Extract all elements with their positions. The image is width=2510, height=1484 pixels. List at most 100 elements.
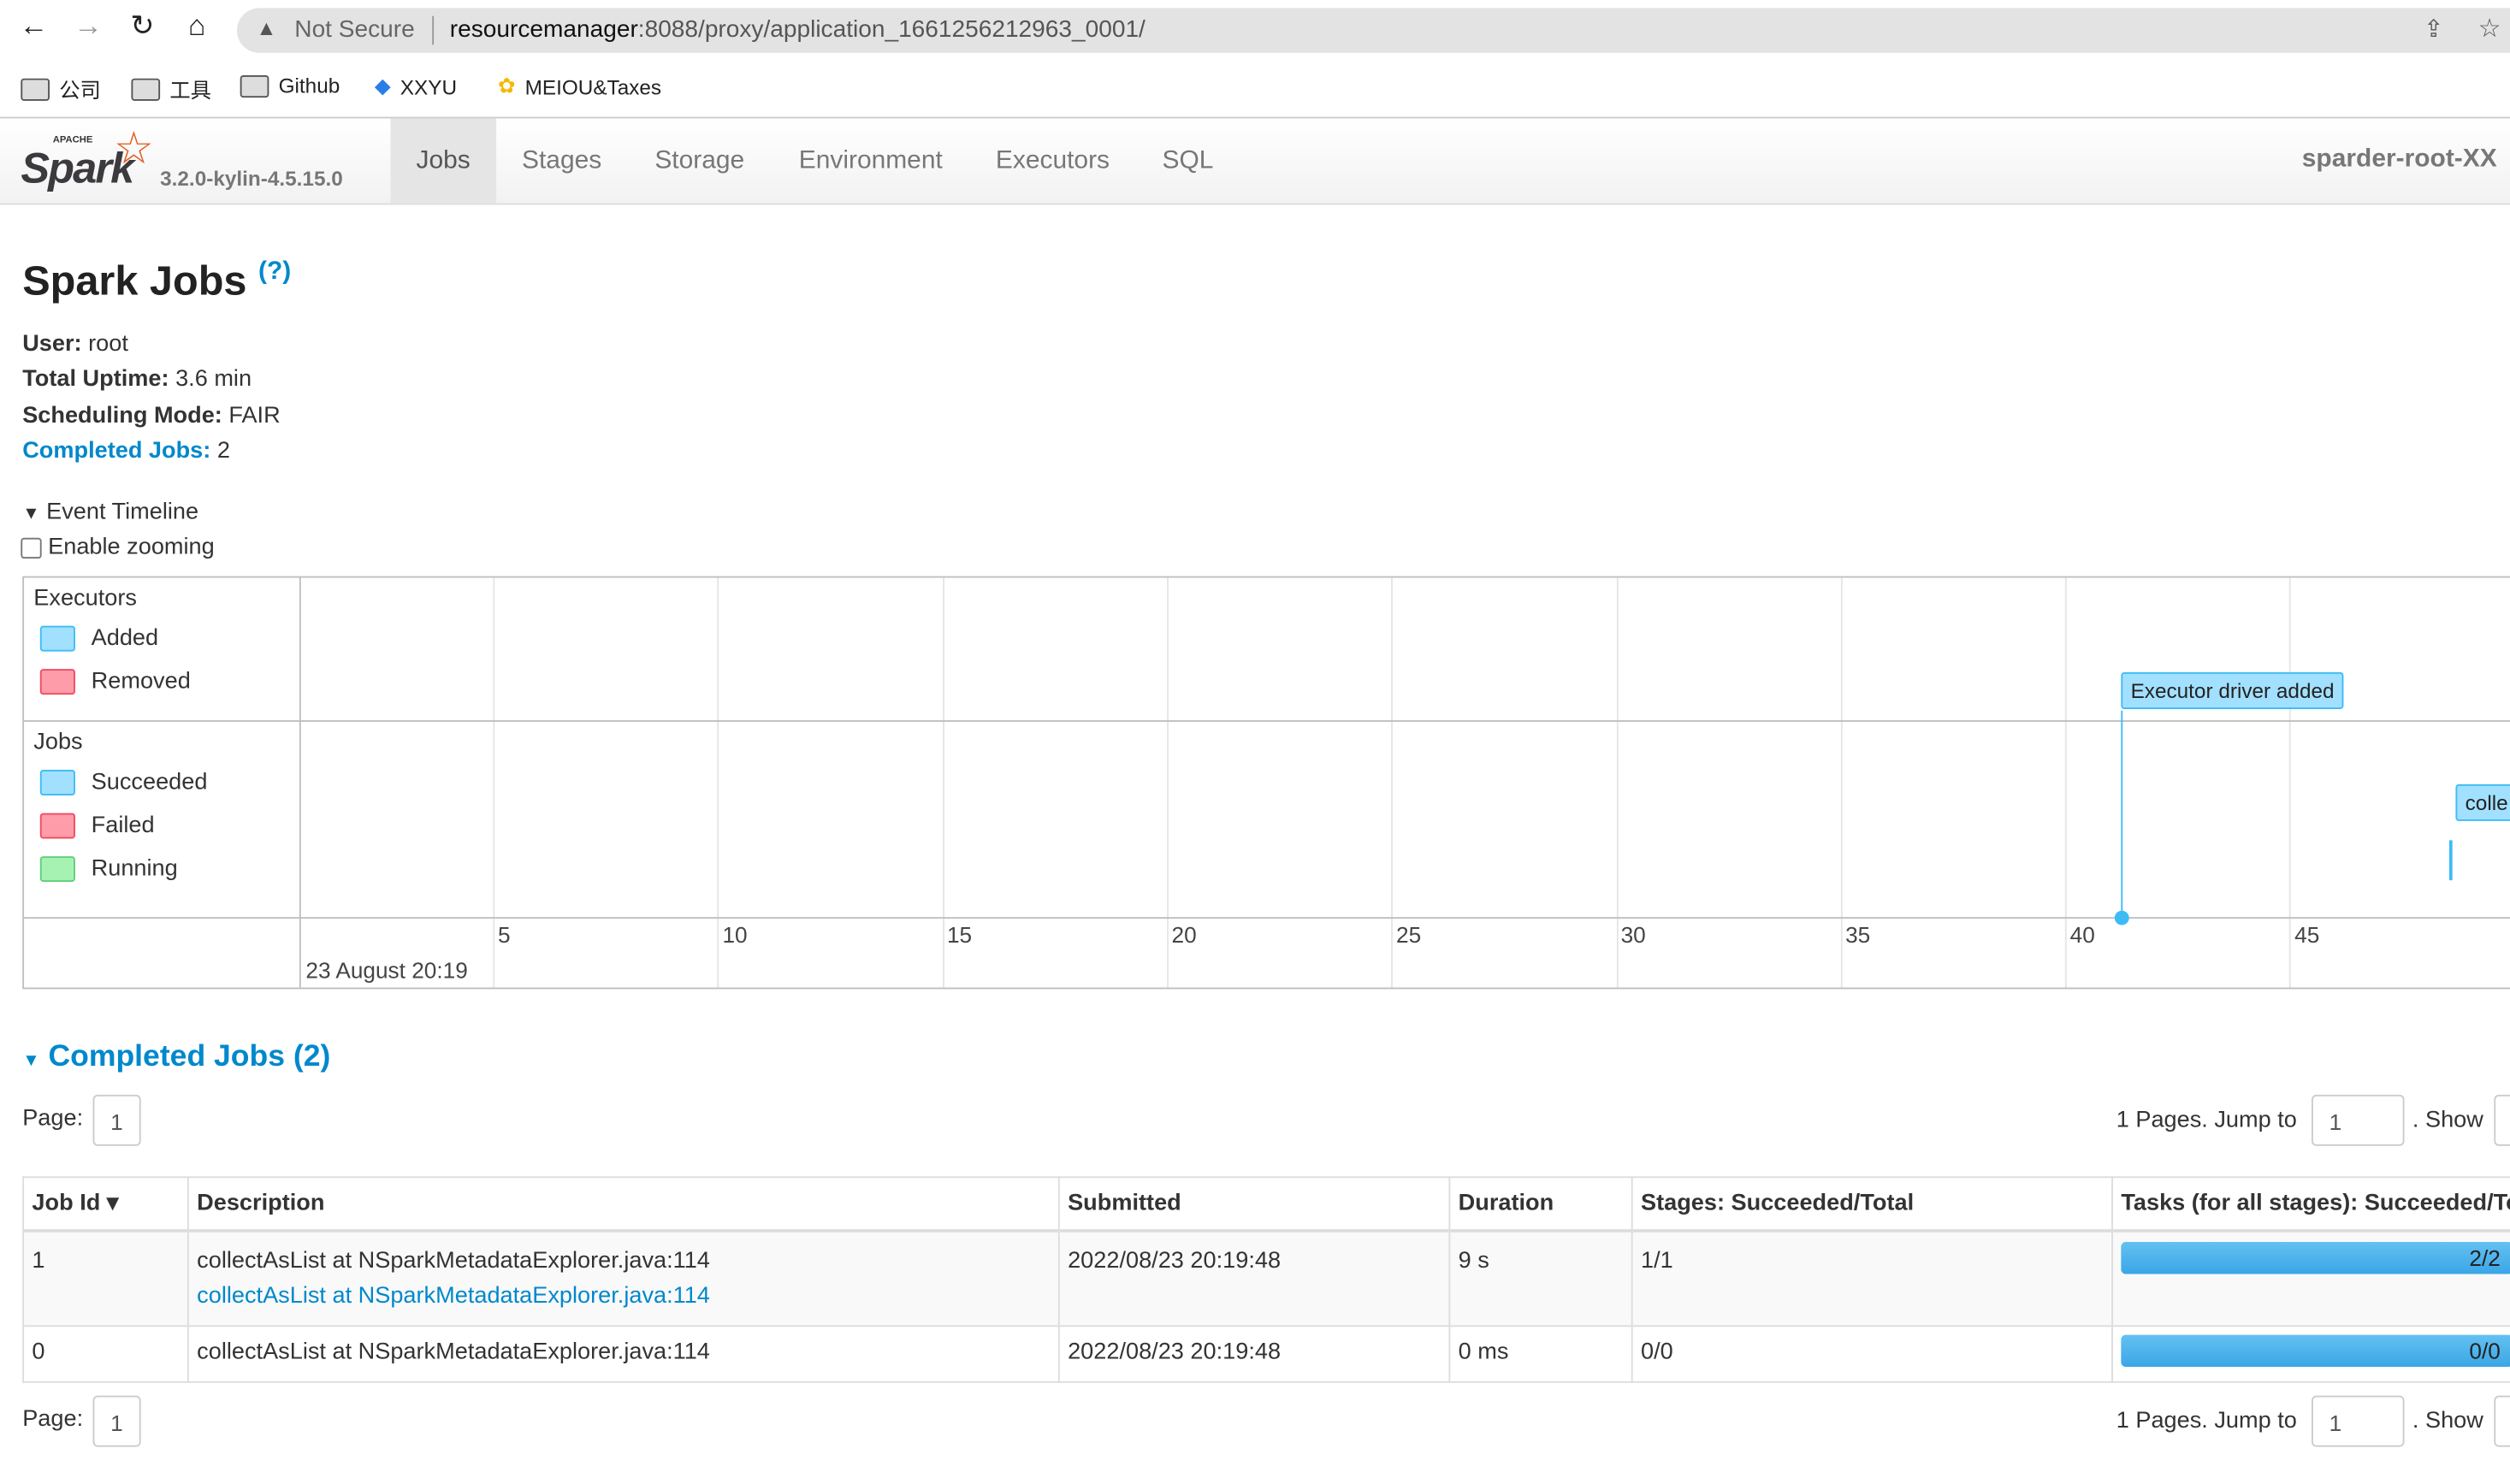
browser-chrome: ← → ↻ ⌂ ▲ Not Secure resourcemanager:808… bbox=[0, 0, 2510, 121]
task-progress-bar: 2/2 bbox=[2121, 1242, 2510, 1274]
reload-icon[interactable]: ↻ bbox=[130, 9, 155, 42]
timeline-tick-label: 45 bbox=[2294, 921, 2320, 948]
bookmark[interactable]: ✿ MEIOU&Taxes bbox=[497, 74, 662, 99]
legend-running: Running bbox=[39, 856, 178, 883]
user-info: User: root bbox=[22, 331, 128, 358]
job-id: 1 bbox=[22, 1230, 189, 1327]
version: 3.2.0-kylin-4.5.15.0 bbox=[160, 166, 343, 191]
url: resourcemanager:8088/proxy/application_1… bbox=[449, 15, 1145, 44]
caret-down-icon: ▼ bbox=[22, 1051, 40, 1071]
help-link[interactable]: (?) bbox=[258, 257, 292, 286]
task-progress-bar: 0/0 bbox=[2121, 1334, 2510, 1368]
uptime-info: Total Uptime: 3.6 min bbox=[22, 366, 252, 393]
legend-succeeded: Succeeded bbox=[39, 770, 207, 795]
executors-group-label: Executors bbox=[33, 585, 137, 612]
timeline-gridline bbox=[1840, 577, 1843, 988]
scheduling-mode: Scheduling Mode: FAIR bbox=[22, 403, 281, 429]
page-number[interactable]: 1 bbox=[92, 1395, 141, 1447]
timeline-tick-label: 15 bbox=[946, 921, 973, 948]
col-job-id[interactable]: Job Id ▾ bbox=[22, 1176, 189, 1233]
executor-event-line bbox=[2121, 710, 2123, 919]
spark-logo[interactable]: APACHE Spark ☆ bbox=[21, 123, 154, 192]
job-event-box[interactable]: colle bbox=[2455, 783, 2510, 821]
bookmark[interactable]: 公司 bbox=[21, 74, 101, 104]
page-number[interactable]: 1 bbox=[92, 1094, 141, 1146]
security-label: Not Secure bbox=[294, 15, 415, 44]
page-title: Spark Jobs (?) bbox=[22, 256, 292, 304]
completed-jobs-info: Completed Jobs: 2 bbox=[22, 438, 230, 464]
tasks: 0/0 bbox=[2111, 1325, 2510, 1383]
zoom-checkbox[interactable] bbox=[21, 536, 42, 559]
back-icon[interactable]: ← bbox=[19, 9, 49, 42]
event-timeline: 5 10 15 20 25 30 35 40 45 Executors Added Remove… bbox=[22, 576, 2510, 990]
tab-stages[interactable]: Stages bbox=[522, 147, 602, 174]
home-icon[interactable]: ⌂ bbox=[187, 9, 206, 42]
col-stages[interactable]: Stages: Succeeded/Total bbox=[1631, 1176, 2113, 1233]
pages-text: 1 Pages. Jump to bbox=[2116, 1408, 2297, 1434]
completed-jobs-header[interactable]: ▼ Completed Jobs (2) bbox=[22, 1040, 331, 1074]
spark-navbar: APACHE Spark ☆ 3.2.0-kylin-4.5.15.0 Jobs… bbox=[0, 118, 2510, 205]
description: collectAsList at NSparkMetadataExplorer.… bbox=[186, 1325, 1060, 1383]
duration: 0 ms bbox=[1448, 1325, 1633, 1383]
flower-icon: ✿ bbox=[497, 74, 516, 98]
tab-storage[interactable]: Storage bbox=[654, 147, 745, 174]
timeline-date: 23 August 20:19 bbox=[305, 956, 468, 983]
page-label: Page: bbox=[22, 1105, 84, 1132]
legend-removed: Removed bbox=[39, 669, 191, 695]
executor-event-dot[interactable] bbox=[2114, 910, 2129, 925]
caret-down-icon: ▼ bbox=[22, 504, 40, 523]
jump-to-input[interactable]: 1 bbox=[2312, 1395, 2405, 1447]
legend-failed: Failed bbox=[39, 813, 155, 839]
table-row: 0 collectAsList at NSparkMetadataExplore… bbox=[22, 1325, 2510, 1383]
star-icon[interactable]: ☆ bbox=[2477, 15, 2501, 44]
forward-icon[interactable]: → bbox=[74, 9, 103, 42]
jobs-group-label: Jobs bbox=[33, 730, 83, 756]
tab-jobs[interactable]: Jobs bbox=[390, 118, 496, 204]
col-description[interactable]: Description bbox=[186, 1176, 1060, 1233]
executor-event-box[interactable]: Executor driver added bbox=[2121, 671, 2344, 709]
folder-icon bbox=[21, 77, 50, 100]
page-size-input[interactable] bbox=[2494, 1094, 2510, 1146]
timeline-gridline bbox=[1391, 577, 1394, 988]
enable-zooming[interactable]: Enable zooming bbox=[21, 535, 215, 560]
timeline-gridline bbox=[717, 577, 719, 988]
app-name: sparder-root-XX bbox=[2301, 145, 2497, 174]
col-tasks[interactable]: Tasks (for all stages): Succeeded/Total bbox=[2111, 1176, 2510, 1233]
timeline-gridline bbox=[1615, 577, 1618, 988]
address-bar[interactable]: ▲ Not Secure resourcemanager:8088/proxy/… bbox=[236, 8, 2510, 53]
job-link[interactable]: collectAsList at NSparkMetadataExplorer.… bbox=[197, 1283, 710, 1310]
timeline-tick-label: 10 bbox=[722, 921, 748, 948]
job-id: 0 bbox=[22, 1325, 189, 1383]
event-timeline-toggle[interactable]: ▼ Event Timeline bbox=[22, 499, 199, 525]
stages: 0/0 bbox=[1631, 1325, 2113, 1383]
completed-jobs-link[interactable]: Completed Jobs: bbox=[22, 438, 211, 464]
submitted: 2022/08/23 20:19:48 bbox=[1057, 1230, 1451, 1327]
table-row: 1 collectAsList at NSparkMetadataExplore… bbox=[22, 1230, 2510, 1327]
legend-added: Added bbox=[39, 625, 158, 652]
tab-executors[interactable]: Executors bbox=[995, 147, 1110, 174]
share-icon[interactable]: ⇪ bbox=[2423, 15, 2444, 44]
col-submitted[interactable]: Submitted bbox=[1057, 1176, 1451, 1233]
bookmark[interactable]: Github bbox=[240, 74, 340, 98]
bookmark[interactable]: 工具 bbox=[131, 74, 211, 104]
show-label: . Show bbox=[2412, 1408, 2483, 1434]
duration: 9 s bbox=[1448, 1230, 1633, 1327]
submitted: 2022/08/23 20:19:48 bbox=[1057, 1325, 1451, 1383]
tab-sql[interactable]: SQL bbox=[1162, 147, 1214, 174]
jump-to-input[interactable]: 1 bbox=[2312, 1094, 2405, 1146]
col-duration[interactable]: Duration bbox=[1448, 1176, 1633, 1233]
bookmark[interactable]: ◆ XXYU bbox=[374, 74, 458, 99]
tab-environment[interactable]: Environment bbox=[798, 147, 943, 174]
timeline-gridline bbox=[493, 577, 495, 988]
timeline-tick-label: 25 bbox=[1396, 921, 1422, 948]
timeline-gridline bbox=[2065, 577, 2067, 988]
timeline-tick-label: 40 bbox=[2069, 921, 2095, 948]
timeline-gridline bbox=[2289, 577, 2292, 988]
page-size-input[interactable] bbox=[2494, 1395, 2510, 1447]
diamond-icon: ◆ bbox=[374, 74, 391, 98]
description: collectAsList at NSparkMetadataExplorer.… bbox=[186, 1230, 1060, 1327]
timeline-gridline bbox=[942, 577, 944, 988]
show-label: . Show bbox=[2412, 1107, 2483, 1133]
timeline-gridline bbox=[1166, 577, 1169, 988]
job-event-bar[interactable] bbox=[2448, 840, 2453, 881]
